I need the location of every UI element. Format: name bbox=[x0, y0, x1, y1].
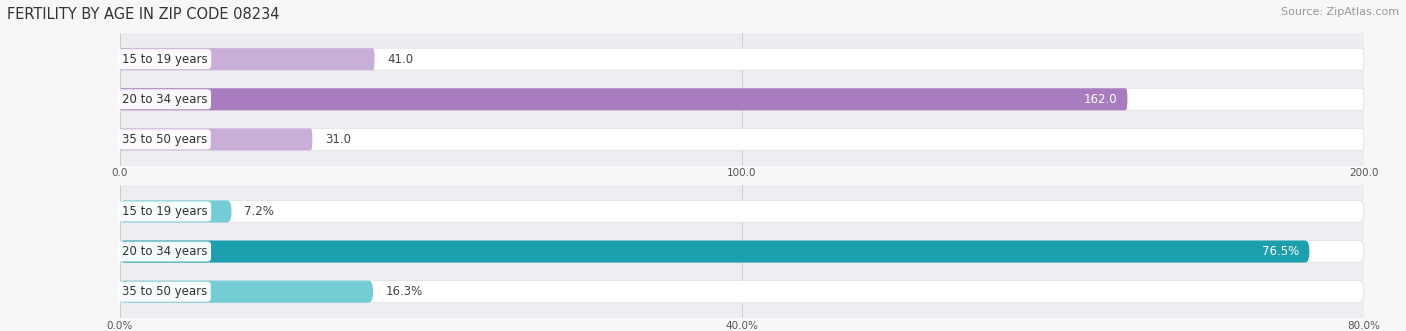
FancyBboxPatch shape bbox=[120, 48, 374, 70]
FancyBboxPatch shape bbox=[120, 200, 1364, 222]
Text: 16.3%: 16.3% bbox=[385, 285, 423, 298]
Text: 35 to 50 years: 35 to 50 years bbox=[122, 285, 207, 298]
Text: 35 to 50 years: 35 to 50 years bbox=[122, 133, 207, 146]
FancyBboxPatch shape bbox=[120, 128, 1364, 151]
FancyBboxPatch shape bbox=[120, 88, 1364, 110]
FancyBboxPatch shape bbox=[120, 281, 373, 303]
FancyBboxPatch shape bbox=[120, 281, 1364, 303]
Text: 41.0: 41.0 bbox=[387, 53, 413, 66]
Text: 15 to 19 years: 15 to 19 years bbox=[122, 205, 208, 218]
FancyBboxPatch shape bbox=[120, 48, 1364, 70]
Text: 31.0: 31.0 bbox=[325, 133, 352, 146]
Text: FERTILITY BY AGE IN ZIP CODE 08234: FERTILITY BY AGE IN ZIP CODE 08234 bbox=[7, 7, 280, 22]
FancyBboxPatch shape bbox=[120, 128, 312, 151]
Text: 162.0: 162.0 bbox=[1084, 93, 1118, 106]
Text: 76.5%: 76.5% bbox=[1263, 245, 1299, 258]
FancyBboxPatch shape bbox=[120, 200, 232, 222]
Text: 15 to 19 years: 15 to 19 years bbox=[122, 53, 208, 66]
FancyBboxPatch shape bbox=[120, 241, 1364, 262]
Text: Source: ZipAtlas.com: Source: ZipAtlas.com bbox=[1281, 7, 1399, 17]
FancyBboxPatch shape bbox=[120, 88, 1128, 110]
Text: 20 to 34 years: 20 to 34 years bbox=[122, 245, 208, 258]
Text: 7.2%: 7.2% bbox=[245, 205, 274, 218]
FancyBboxPatch shape bbox=[120, 241, 1309, 262]
Text: 20 to 34 years: 20 to 34 years bbox=[122, 93, 208, 106]
